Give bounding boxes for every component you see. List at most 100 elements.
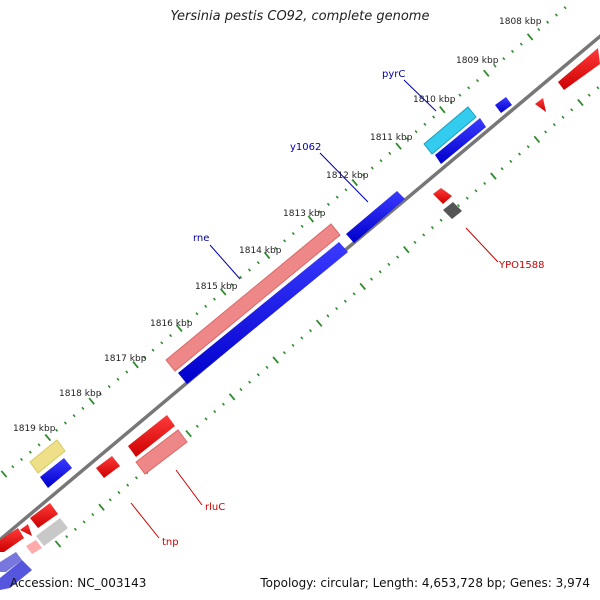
outer-tick-ring — [0, 6, 567, 478]
gene-feature-forward[interactable] — [435, 118, 486, 164]
gene-feature-reverse[interactable] — [433, 188, 452, 204]
gene-feature-rluC[interactable] — [135, 429, 188, 475]
minor-tick — [413, 240, 417, 244]
minor-tick — [475, 78, 480, 83]
gene-feature-reverse[interactable] — [0, 528, 24, 552]
minor-tick — [212, 297, 216, 301]
gene-label-tnp[interactable]: tnp — [162, 537, 179, 548]
minor-tick — [282, 351, 286, 355]
major-tick — [395, 142, 402, 150]
major-tick — [315, 319, 323, 327]
gene-feature-reverse[interactable] — [26, 540, 42, 554]
minor-tick — [509, 159, 513, 164]
gene-label-rne[interactable]: rne — [193, 233, 209, 244]
gene-feature-reverse[interactable] — [558, 48, 600, 90]
minor-tick — [55, 428, 59, 432]
minor-tick — [561, 115, 565, 119]
minor-tick — [388, 151, 392, 156]
leader-rluC — [175, 469, 203, 506]
gene-feature-forward[interactable] — [495, 97, 512, 113]
minor-tick — [343, 299, 347, 303]
gene-feature-reverse[interactable] — [30, 503, 58, 528]
gene-label-pyrC[interactable]: pyrC — [382, 69, 405, 80]
gene-feature-forward[interactable] — [40, 458, 72, 488]
minor-tick — [91, 512, 95, 517]
gene-feature-pseudo[interactable] — [29, 439, 66, 474]
minor-tick — [117, 490, 121, 495]
minor-tick — [195, 312, 199, 316]
gene-feature-forward[interactable] — [0, 552, 22, 572]
gene-feature-reverse[interactable] — [535, 98, 546, 112]
minor-tick — [500, 167, 504, 171]
minor-tick — [369, 277, 374, 281]
minor-tick — [63, 421, 67, 425]
genome-summary-text: Topology: circular; Length: 4,653,728 bp… — [260, 576, 590, 590]
major-tick — [44, 433, 52, 442]
gene-feature-reverse[interactable] — [128, 415, 175, 457]
minor-tick — [352, 292, 356, 296]
minor-tick — [537, 27, 541, 32]
major-tick — [483, 69, 490, 77]
minor-tick — [308, 328, 313, 333]
minor-tick — [98, 392, 102, 396]
minor-tick — [483, 181, 487, 186]
minor-tick — [544, 130, 548, 134]
accession-text: Accession: NC_003143 — [10, 576, 147, 590]
minor-tick — [493, 64, 497, 68]
gene-feature-grey[interactable] — [443, 202, 462, 219]
minor-tick — [186, 319, 190, 323]
minor-tick — [405, 137, 409, 141]
minor-tick — [204, 417, 208, 421]
minor-tick — [458, 93, 462, 97]
minor-tick — [570, 108, 574, 112]
gene-feature-reverse[interactable] — [20, 524, 32, 536]
leader-YPO1588 — [465, 227, 499, 263]
gene-label-YPO1588[interactable]: YPO1588 — [498, 260, 544, 271]
minor-tick — [519, 42, 523, 46]
label-leaders — [130, 79, 499, 539]
minor-tick — [107, 384, 111, 389]
minor-tick — [361, 173, 366, 177]
minor-tick — [81, 406, 85, 411]
minor-tick — [439, 218, 443, 222]
minor-tick — [265, 365, 269, 370]
minor-tick — [318, 210, 322, 214]
gene-feature-reverse[interactable] — [96, 456, 120, 478]
minor-tick — [116, 377, 120, 381]
gene-feature-y1062[interactable] — [346, 191, 405, 243]
minor-tick — [72, 414, 76, 418]
major-tick — [577, 98, 584, 107]
minor-tick — [474, 189, 478, 193]
minor-tick — [28, 450, 32, 454]
minor-tick — [82, 520, 86, 524]
major-tick — [272, 356, 279, 364]
leader-y1062 — [319, 152, 369, 203]
tick-label: 1817 kbp — [104, 354, 147, 364]
minor-tick — [239, 275, 243, 279]
minor-tick — [169, 333, 173, 338]
minor-tick — [379, 159, 383, 163]
gene-feature-forward[interactable] — [0, 560, 32, 590]
tick-label: 1813 kbp — [283, 209, 326, 219]
gene-label-rluC[interactable]: rluC — [205, 502, 225, 513]
gene-feature-forward[interactable] — [178, 242, 348, 384]
minor-tick — [526, 145, 530, 149]
minor-tick — [432, 115, 436, 119]
major-tick — [403, 246, 410, 254]
minor-tick — [108, 498, 112, 502]
minor-tick — [344, 188, 348, 192]
gene-feature-pyrC[interactable] — [423, 106, 477, 155]
major-tick — [219, 288, 227, 296]
tick-label: 1815 kbp — [195, 282, 238, 292]
gene-feature-rne[interactable] — [165, 223, 341, 372]
gene-feature-grey[interactable] — [36, 518, 68, 546]
gene-label-y1062[interactable]: y1062 — [290, 142, 321, 153]
tick-label: 1814 kbp — [239, 246, 282, 256]
minor-tick — [37, 443, 41, 447]
minor-tick — [326, 202, 330, 207]
minor-tick — [370, 166, 374, 170]
major-tick — [54, 540, 62, 548]
major-tick — [533, 135, 541, 143]
major-tick — [98, 503, 105, 511]
minor-tick — [256, 261, 260, 265]
